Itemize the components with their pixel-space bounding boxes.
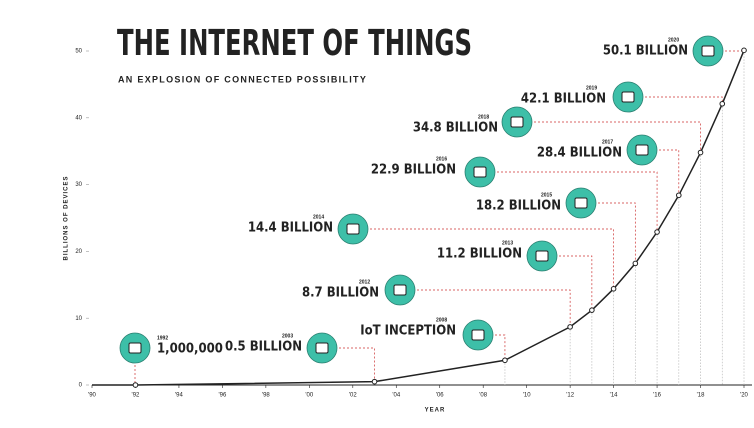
point bbox=[132, 382, 139, 388]
point bbox=[502, 357, 508, 364]
x-tick-label: '92 bbox=[132, 393, 140, 399]
leader-line bbox=[413, 289, 571, 327]
leader-line bbox=[491, 334, 506, 361]
leader-line bbox=[555, 255, 593, 311]
leader-line bbox=[530, 121, 701, 153]
y-tick-label: 20 bbox=[75, 249, 82, 255]
annotation-label: 50.1 BILLION bbox=[603, 44, 688, 59]
x-tick-label: '04 bbox=[392, 393, 400, 399]
icon bbox=[510, 116, 524, 128]
annotation-year: 2008 bbox=[436, 317, 447, 323]
annotation-year: 2017 bbox=[602, 139, 613, 145]
chart-title: THE INTERNET OF THINGS bbox=[117, 23, 472, 64]
annotation-label: 11.2 BILLION bbox=[437, 247, 522, 262]
point bbox=[589, 307, 595, 313]
annotation-label: 22.9 BILLION bbox=[371, 163, 456, 178]
annotation-year: 2003 bbox=[282, 333, 293, 339]
leader-line bbox=[493, 171, 658, 233]
annotation-year: 2018 bbox=[478, 114, 489, 120]
annotation-label: 34.8 BILLION bbox=[413, 121, 498, 136]
annotation-label: 28.4 BILLION bbox=[537, 146, 622, 161]
annotation-year: 2014 bbox=[313, 214, 324, 220]
x-tick-label: '12 bbox=[566, 393, 574, 399]
y-tick-label: 10 bbox=[75, 316, 82, 322]
icon bbox=[621, 91, 635, 103]
y-tick-label: 40 bbox=[75, 115, 82, 121]
annotation-label: IoT INCEPTION bbox=[360, 324, 456, 339]
point bbox=[719, 100, 726, 107]
annotation-label: 14.4 BILLION bbox=[248, 221, 333, 236]
annotation-label: 1,000,000 bbox=[157, 342, 223, 357]
x-tick-label: '98 bbox=[262, 393, 270, 399]
icon bbox=[315, 342, 329, 354]
point bbox=[676, 192, 682, 199]
x-tick-label: '16 bbox=[653, 393, 661, 399]
point bbox=[741, 47, 747, 54]
x-tick-label: '14 bbox=[610, 393, 618, 399]
point bbox=[371, 378, 378, 385]
annotation-year: 2020 bbox=[668, 37, 679, 43]
x-tick-label: '10 bbox=[523, 393, 531, 399]
x-tick-label: '96 bbox=[218, 393, 226, 399]
annotation-year: 2015 bbox=[541, 192, 552, 198]
y-tick-label: 30 bbox=[75, 182, 82, 188]
point bbox=[632, 260, 639, 267]
icon bbox=[701, 45, 715, 57]
leader-line bbox=[655, 149, 680, 196]
leader-line bbox=[335, 347, 375, 382]
icon bbox=[535, 250, 549, 262]
icon bbox=[393, 284, 407, 296]
annotation-year: 2012 bbox=[359, 279, 370, 285]
point bbox=[567, 324, 573, 330]
icon bbox=[473, 166, 487, 178]
annotation-year: 1992 bbox=[157, 335, 168, 341]
x-tick-label: '06 bbox=[436, 393, 444, 399]
icon bbox=[635, 144, 649, 156]
annotation-label: 0.5 BILLION bbox=[225, 340, 302, 355]
icon bbox=[346, 223, 360, 235]
point bbox=[697, 149, 704, 156]
chart-subtitle: AN EXPLOSION OF CONNECTED POSSIBILITY bbox=[118, 74, 367, 84]
leader-line bbox=[594, 202, 636, 264]
y-tick-label: 50 bbox=[75, 49, 82, 55]
icon bbox=[574, 197, 588, 209]
x-tick-label: '94 bbox=[175, 393, 183, 399]
leader-line bbox=[641, 96, 723, 104]
annotation-year: 2019 bbox=[586, 85, 597, 91]
x-tick-label: '02 bbox=[349, 393, 357, 399]
annotation-label: 8.7 BILLION bbox=[302, 286, 379, 301]
x-tick-label: '20 bbox=[740, 393, 748, 399]
annotation-label: 18.2 BILLION bbox=[476, 199, 561, 214]
x-tick-label: '90 bbox=[88, 393, 96, 399]
leader-line bbox=[721, 50, 745, 52]
icon bbox=[471, 329, 485, 341]
x-tick-label: '18 bbox=[697, 393, 705, 399]
x-tick-label: '08 bbox=[479, 393, 487, 399]
x-tick-label: '00 bbox=[305, 393, 313, 399]
y-tick-label: 0 bbox=[79, 383, 83, 389]
annotation-year: 2016 bbox=[436, 156, 447, 162]
point bbox=[654, 229, 660, 235]
annotation-label: 42.1 BILLION bbox=[521, 92, 606, 107]
y-axis-label: BILLIONS OF DEVICES bbox=[64, 175, 70, 260]
point bbox=[610, 286, 617, 292]
annotation-year: 2013 bbox=[502, 240, 513, 246]
x-axis-label: YEAR bbox=[425, 408, 446, 414]
icon bbox=[128, 342, 142, 354]
